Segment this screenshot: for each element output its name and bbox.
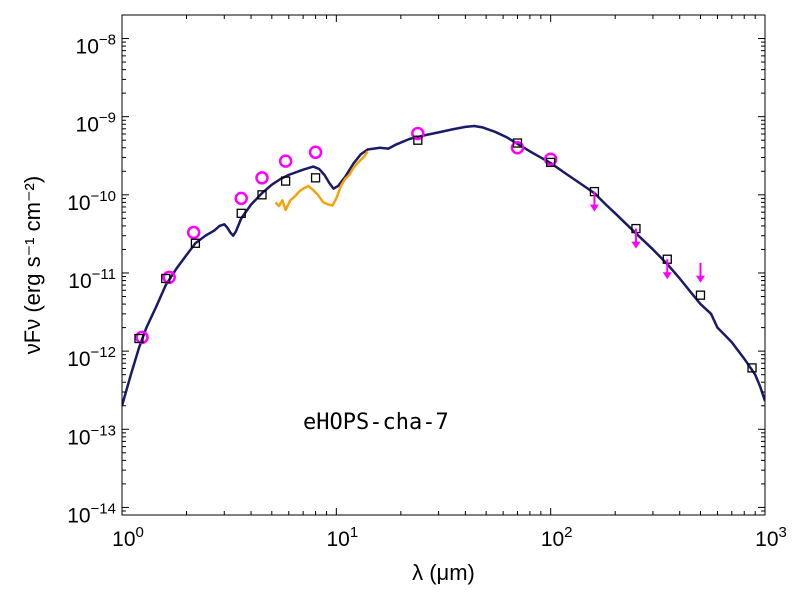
x-tick-label: 103 [755,524,787,551]
model-square-point [134,333,144,344]
x-tick-label: 101 [326,524,358,551]
series-4-upper-limit-arrow [589,191,705,283]
model-square-point [695,290,706,300]
plot-frame [121,14,766,516]
model-square-point [546,157,556,168]
series-3-open-square [134,135,757,373]
upper-limit-arrowhead [662,272,672,280]
y-tick-label: 10−13 [67,422,116,449]
ticks-layer: 100 101 102 103 10−14 10−13 10−12 10−11 10−10 10−… [67,14,787,551]
y-tick-label: 10−8 [76,32,116,59]
y-axis-label: νFν (erg s⁻¹ cm⁻²) [20,176,45,354]
x-axis-label: λ (μm) [412,560,475,585]
model-square-point [747,363,757,373]
x-tick-label: 100 [112,524,144,551]
upper-limit-arrowhead [589,204,599,212]
model-square-point [257,190,267,200]
model-square-point [280,176,291,186]
photometry-circle-point [278,154,293,168]
model-square-point [236,208,246,218]
x-tick-label: 102 [541,524,573,551]
irs-spectrum-line [274,150,369,212]
model-square-point [310,173,321,183]
source-name-annotation: eHOPS-cha-7 [303,410,449,435]
model-sed-line [122,124,765,407]
series-0-line [122,124,765,407]
y-tick-label: 10−12 [67,344,116,371]
photometry-circle-point [543,152,558,167]
photometry-circle-point [186,225,201,240]
model-square-point [190,238,201,248]
model-square-point [413,135,423,145]
y-tick-label: 10−14 [67,500,116,527]
model-square-point [161,273,171,284]
photometry-circle-point [308,145,323,160]
y-tick-label: 10−10 [67,188,116,215]
model-square-point [512,138,523,148]
y-tick-label: 10−9 [76,110,116,137]
plot-area [122,124,765,407]
photometry-circle-point [234,191,248,206]
upper-limit-arrowhead [695,275,705,283]
series-1-line [274,150,369,212]
y-tick-label: 10−11 [68,266,116,293]
photometry-circle-point [510,141,525,155]
photometry-circle-point [411,126,425,141]
photometry-circle-point [255,171,269,185]
series-layer [122,124,765,407]
upper-limit-arrowhead [631,241,641,249]
